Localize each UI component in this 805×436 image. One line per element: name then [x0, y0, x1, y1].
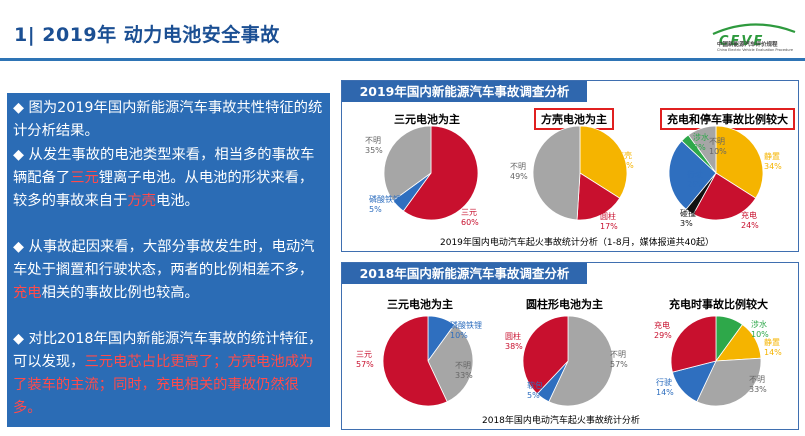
- pie-slice-不明: [383, 125, 432, 202]
- slice-label-不明: 不明 49%: [510, 162, 528, 181]
- pie-slice-三元: [382, 315, 448, 407]
- pie-slice-圆柱: [522, 315, 569, 395]
- slice-label-三元: 三元 57%: [356, 350, 374, 369]
- slice-label-不明: 不明 10%: [709, 137, 727, 156]
- bullet-4: ◆ 对比2018年国内新能源汽车事故的统计特征，可以发现，三元电芯占比更高了；方…: [13, 331, 323, 416]
- slice-label-行驶: 行驶 14%: [656, 378, 674, 397]
- pie-slice-充电: [670, 315, 717, 373]
- slice-label-静置: 静置 34%: [764, 152, 782, 171]
- slice-label-磷酸铁锂: 磷酸铁锂 10%: [450, 321, 482, 340]
- slice-label-不明: 不明 35%: [365, 136, 383, 155]
- slice-label-方壳: 方壳 34%: [616, 151, 634, 170]
- pie-2018-battery-shape: [522, 315, 614, 407]
- slice-label-不明: 不明 33%: [749, 375, 767, 394]
- slice-label-圆柱: 圆柱 17%: [600, 212, 618, 231]
- pie-2018-cause: [670, 315, 762, 407]
- title-divider: [0, 58, 805, 61]
- bullet-3: ◆ 从事故起因来看，大部分事故发生时，电动汽车处于搁置和行驶状态，两者的比例相差…: [13, 239, 315, 301]
- chart-2019-1-title: 三元电池为主: [394, 113, 460, 126]
- pie-slice-充电: [692, 172, 757, 221]
- panel-2018-heading: 2018年国内新能源汽车事故调查分析: [342, 263, 587, 284]
- pie-2018-battery-type: [382, 315, 474, 407]
- slice-label-不明: 不明 33%: [455, 361, 473, 380]
- slice-label-碰撞: 碰撞 3%: [680, 209, 696, 228]
- header-bar: 1| 2019年 动力电池安全事故 CEVE 中国新能源汽车评价规程 China…: [0, 0, 805, 61]
- panel-2019-caption: 2019年国内电动汽车起火事故统计分析（1-8月，媒体报道共40起）: [440, 238, 715, 248]
- slice-label-涉水: 涉水 10%: [751, 320, 769, 339]
- ceve-logo: CEVE: [712, 23, 796, 49]
- pie-slice-不明: [532, 125, 581, 221]
- logo-mark: CEVE: [719, 34, 764, 49]
- pie-slice-不明: [687, 125, 717, 175]
- pie-slice-不明: [696, 357, 762, 407]
- slice-label-不明: 不明 57%: [610, 350, 628, 369]
- pie-slice-圆柱: [576, 172, 621, 221]
- chart-2018-1-title: 三元电池为主: [387, 298, 453, 311]
- bullet-1: ◆ 图为2019年国内新能源汽车事故共性特征的统计分析结果。: [13, 100, 323, 139]
- slice-label-涉水: 涉水 3%: [693, 133, 709, 152]
- pie-slice-不明: [548, 315, 614, 407]
- summary-panel: ◆ 图为2019年国内新能源汽车事故共性特征的统计分析结果。 ◆ 从发生事故的电…: [7, 93, 330, 427]
- panel-2018-caption: 2018年国内电动汽车起火事故统计分析: [482, 416, 640, 426]
- pie-slice-三元: [402, 125, 479, 221]
- slice-label-充电: 充电 29%: [654, 321, 672, 340]
- pie-2019-battery-type: [383, 125, 479, 221]
- bullet-2: ◆ 从发生事故的电池类型来看，相当多的事故车辆配备了三元锂离子电池。从电池的形状…: [13, 147, 315, 209]
- panel-2019: 2019年国内新能源汽车事故调查分析 三元电池为主 方壳电池为主 充电和停车事故…: [341, 80, 799, 252]
- slice-label-行驶: 行驶 26%: [687, 170, 705, 189]
- chart-2018-2-title: 圆柱形电池为主: [526, 298, 603, 311]
- slice-label-三元: 三元 60%: [461, 208, 479, 227]
- page-title: 1| 2019年 动力电池安全事故: [14, 24, 280, 46]
- pie-slice-不明: [427, 324, 474, 403]
- chart-2018-3-title: 充电时事故比例较大: [669, 298, 768, 311]
- panel-2019-heading: 2019年国内新能源汽车事故调查分析: [342, 81, 587, 102]
- panel-2018: 2018年国内新能源汽车事故调查分析 三元电池为主 圆柱形电池为主 充电时事故比…: [341, 262, 799, 430]
- pie-2019-battery-shape: [532, 125, 628, 221]
- logo-subtitle: 中国新能源汽车评价规程 China Electric Vehicle Evalu…: [717, 42, 793, 52]
- pie-2019-cause: [668, 125, 764, 221]
- slice-label-充电: 充电 24%: [741, 211, 759, 230]
- slice-label-软包: 软包 5%: [527, 381, 543, 400]
- slice-label-圆柱: 圆柱 38%: [505, 332, 523, 351]
- slice-label-磷酸铁锂: 磷酸铁锂 5%: [369, 195, 401, 214]
- pie-slice-行驶: [668, 140, 717, 210]
- slice-label-静置: 静置 14%: [764, 338, 782, 357]
